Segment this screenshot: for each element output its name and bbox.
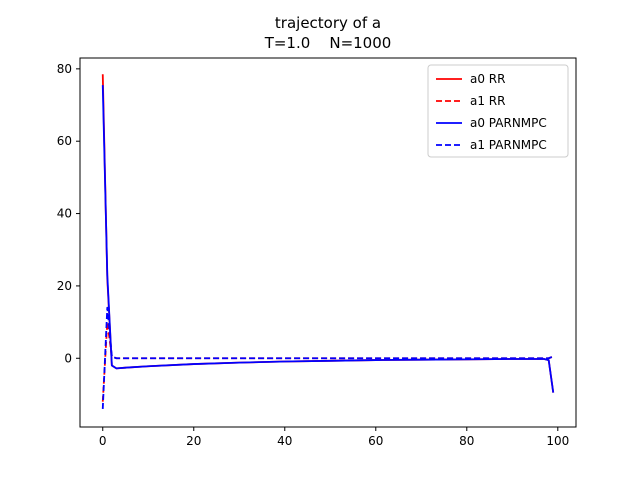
legend-label: a0 PARNMPC bbox=[470, 116, 547, 130]
axes: 0 20 40 60 80 100 0 20 40 60 80 bbox=[57, 57, 577, 448]
legend-label: a0 RR bbox=[470, 72, 505, 86]
legend-box bbox=[427, 64, 569, 158]
y-tick-label: 0 bbox=[64, 351, 72, 365]
y-tick-label: 40 bbox=[57, 207, 72, 221]
axes-frame bbox=[79, 57, 577, 428]
y-tick-label: 80 bbox=[57, 62, 72, 76]
legend-label: a1 RR bbox=[470, 94, 505, 108]
x-tick-label: 60 bbox=[368, 434, 383, 448]
x-tick-label: 20 bbox=[186, 434, 201, 448]
x-tick-label: 40 bbox=[277, 434, 292, 448]
series-line-3 bbox=[101, 306, 554, 409]
series-line-2 bbox=[101, 85, 555, 393]
plot-area bbox=[101, 74, 555, 409]
chart-title: trajectory of a bbox=[275, 14, 381, 32]
series-line-1 bbox=[101, 321, 554, 402]
x-tick-label: 0 bbox=[99, 434, 107, 448]
x-tick-label: 80 bbox=[459, 434, 474, 448]
legend-label: a1 PARNMPC bbox=[470, 138, 547, 152]
chart-subtitle: T=1.0 N=1000 bbox=[264, 34, 392, 52]
y-tick-label: 60 bbox=[57, 134, 72, 148]
y-tick-label: 20 bbox=[57, 279, 72, 293]
legend: a0 RR a1 RR a0 PARNMPC a1 PARNMPC bbox=[427, 64, 569, 158]
x-tick-label: 100 bbox=[546, 434, 569, 448]
